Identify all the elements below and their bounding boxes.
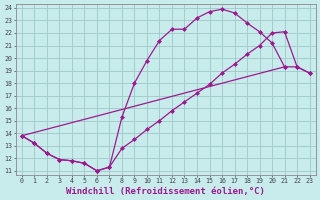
X-axis label: Windchill (Refroidissement éolien,°C): Windchill (Refroidissement éolien,°C): [66, 187, 265, 196]
